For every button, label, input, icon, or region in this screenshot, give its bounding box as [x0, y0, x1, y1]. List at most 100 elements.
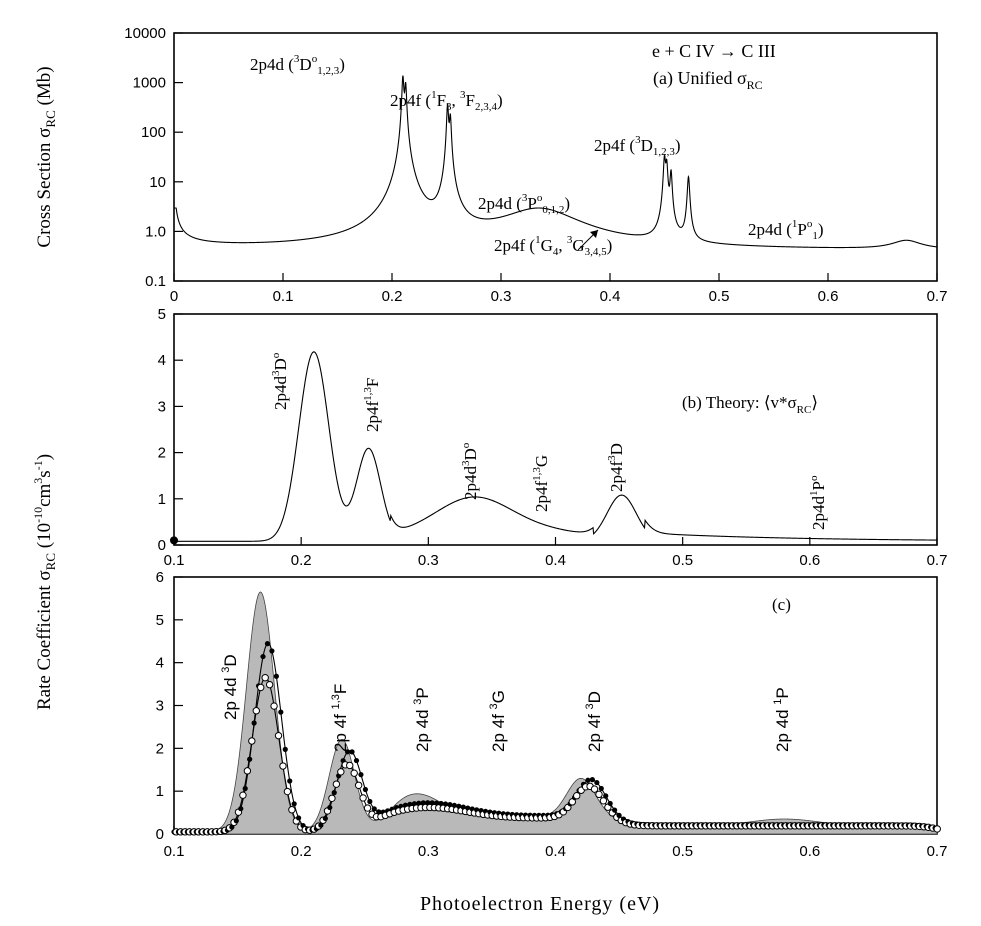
b-y-tick-label: 1	[158, 491, 166, 508]
panel-b-annotations: 2p4d3Do 2p4f1,3F 2p4d3Do 2p4f1,3G 2p4f3D…	[270, 352, 828, 530]
b-y-tick-label: 4	[158, 352, 166, 369]
c-filled-marker	[318, 822, 324, 828]
b-x-tick-label: 0.6	[799, 552, 820, 569]
c-filled-marker	[287, 778, 293, 784]
c-open-marker	[265, 680, 274, 689]
c-open-marker	[599, 797, 608, 805]
a-y-tick-label: 100	[141, 124, 166, 141]
c-open-marker	[288, 806, 296, 814]
c-open-marker	[248, 737, 256, 745]
c-y-tick-label: 5	[156, 612, 164, 629]
b-annotation-5: 2p4d1Po	[808, 475, 828, 530]
b-x-tick-label: 0.2	[291, 552, 312, 569]
a-x-tick-label: 0.1	[273, 288, 294, 305]
c-filled-marker	[260, 653, 266, 660]
c-filled-marker	[367, 798, 373, 805]
b-x-tick-label: 0.1	[164, 552, 185, 569]
c-filled-marker	[358, 772, 364, 778]
c-open-marker	[261, 674, 269, 682]
c-x-tick-label: 0.4	[545, 843, 566, 860]
c-filled-marker	[362, 786, 368, 793]
panel-b-start-point	[170, 536, 178, 545]
b-annotation-4: 2p4f3D	[606, 443, 626, 492]
c-filled-marker	[616, 812, 622, 818]
c-filled-marker	[589, 777, 595, 783]
panel-a: 0 0.1 0.2 0.3 0.4 0.5 0.6 0.70.11.0101001000100…	[34, 25, 947, 305]
c-annotation-0: 2p 4d 3D	[220, 654, 240, 720]
a-y-tick-label: 1000	[133, 75, 166, 92]
c-open-marker	[337, 768, 345, 776]
b-y-tick-label: 5	[158, 306, 166, 323]
b-x-tick-label: 0.3	[418, 552, 439, 569]
c-open-marker	[257, 683, 265, 692]
a-y-tick-label: 1.0	[145, 223, 166, 240]
c-open-marker	[243, 767, 252, 775]
c-open-marker	[346, 761, 354, 770]
c-filled-marker	[238, 806, 244, 812]
c-annotation-3: 2p 4f 3G	[488, 690, 508, 752]
c-filled-marker	[322, 815, 328, 822]
c-filled-marker	[291, 801, 297, 807]
c-filled-marker	[247, 756, 253, 762]
c-open-marker	[363, 804, 372, 812]
c-open-marker	[595, 790, 603, 799]
c-open-marker	[270, 702, 278, 710]
a-x-tick-label: 0.4	[600, 288, 621, 305]
c-open-marker	[239, 791, 247, 799]
a-x-tick-label: 0	[170, 288, 178, 305]
c-filled-marker	[242, 785, 248, 792]
c-filled-marker	[371, 806, 377, 812]
c-x-tick-label: 0.2	[291, 843, 312, 860]
c-y-tick-label: 4	[156, 655, 164, 672]
c-x-tick-label: 0.7	[927, 843, 948, 860]
panel-bc-y-axis-label: Rate Coefficient σRC (10-10cm3s-1)	[31, 454, 58, 710]
annotation-2p4f-1G-3G: 2p4f (1G4, 3G3,4,5)	[494, 234, 612, 258]
c-y-tick-label: 2	[156, 740, 164, 757]
c-x-tick-label: 0.6	[799, 843, 820, 860]
panel-a-y-axis-label: Cross Section σRC (Mb)	[34, 66, 58, 247]
c-open-marker	[590, 785, 599, 793]
c-y-tick-label: 3	[156, 698, 164, 715]
panel-c-label: (c)	[772, 595, 791, 614]
b-x-tick-label: 0.4	[545, 552, 566, 569]
b-x-tick-label: 0.7	[927, 552, 948, 569]
b-annotation-2: 2p4d3Do	[460, 442, 480, 500]
panel-c-annotations: 2p 4d 3D 2p 4f 1,3F 2p 4d 3P 2p 4f 3G 2p…	[220, 654, 792, 752]
c-open-marker	[350, 769, 358, 777]
c-filled-marker	[269, 648, 275, 654]
annotation-arrow-head	[590, 230, 598, 238]
c-open-marker	[359, 794, 367, 802]
c-filled-marker	[233, 818, 239, 824]
c-filled-marker	[594, 779, 600, 786]
annotation-2p4f-3D: 2p4f (3D1,2,3)	[594, 134, 681, 158]
b-y-tick-label: 0	[158, 537, 166, 554]
panel-a-frame	[173, 32, 938, 282]
a-x-tick-label: 0.2	[382, 288, 403, 305]
c-annotation-1: 2p 4f 1,3F	[330, 684, 350, 752]
panel-a-title: e + C IV → C III	[652, 41, 776, 61]
c-filled-marker	[282, 746, 288, 752]
panel-b-theory-curve	[174, 351, 937, 542]
c-y-tick-label: 0	[156, 826, 164, 843]
a-y-tick-label: 0.1	[145, 273, 166, 290]
c-open-marker	[328, 794, 336, 802]
c-filled-marker	[607, 800, 613, 807]
c-open-marker	[279, 762, 287, 770]
panel-b-label: (b) Theory: ⟨v*σRC⟩	[682, 393, 818, 416]
c-filled-marker	[598, 785, 604, 792]
c-filled-marker	[251, 720, 257, 726]
c-filled-marker	[331, 790, 337, 796]
b-y-tick-label: 2	[158, 445, 166, 462]
c-open-marker	[283, 787, 292, 796]
a-x-tick-label: 0.3	[491, 288, 512, 305]
a-x-tick-label: 0.7	[927, 288, 948, 305]
panel-c: 0.1 0.2 0.3 0.4 0.5 0.6 0.7 0 1 2 3 4 5 6 (c) 2p 4d 3…	[156, 569, 948, 860]
c-open-marker	[332, 780, 341, 788]
c-filled-marker	[603, 793, 609, 799]
b-annotation-0: 2p4d3Do	[270, 352, 290, 410]
c-y-tick-label: 6	[156, 569, 164, 586]
c-y-tick-label: 1	[156, 783, 164, 800]
panel-c-ticks: 0.1 0.2 0.3 0.4 0.5 0.6 0.7 0 1 2 3 4 5 6	[156, 569, 948, 860]
c-open-marker	[252, 707, 260, 715]
